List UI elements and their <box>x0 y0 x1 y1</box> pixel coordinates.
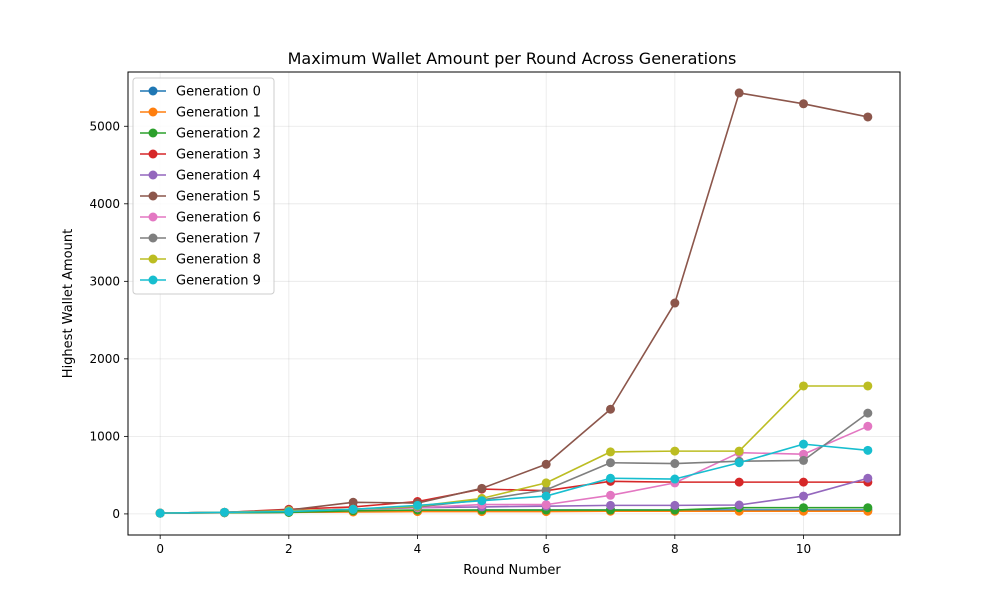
data-point <box>220 507 229 517</box>
y-axis-label: Highest Wallet Amount <box>61 229 76 378</box>
data-point <box>541 500 551 510</box>
grid <box>128 72 900 535</box>
legend-label: Generation 1 <box>176 106 261 121</box>
x-tick-label: 8 <box>671 542 679 556</box>
data-point <box>734 446 744 456</box>
data-point <box>477 496 487 506</box>
x-tick-label: 6 <box>542 542 550 556</box>
data-point <box>799 99 808 109</box>
x-tick-label: 10 <box>796 542 811 556</box>
chart-title: Maximum Wallet Amount per Round Across G… <box>288 49 737 68</box>
legend-marker <box>148 170 158 180</box>
legend-item: Generation 7 <box>140 232 261 247</box>
data-point <box>863 112 873 122</box>
series-9 <box>155 439 873 518</box>
x-axis-label: Round Number <box>463 563 561 578</box>
legend-label: Generation 7 <box>176 232 261 247</box>
data-point <box>863 445 873 455</box>
data-point <box>606 473 615 483</box>
legend-marker <box>148 275 158 285</box>
data-point <box>799 449 808 459</box>
legend: Generation 0 Generation 1 Generation 2 Gene… <box>132 77 275 295</box>
legend-marker <box>148 233 158 243</box>
data-point <box>541 459 551 469</box>
legend-item: Generation 1 <box>140 106 261 121</box>
data-point <box>670 474 680 484</box>
legend-marker <box>148 254 158 264</box>
legend-item: Generation 8 <box>140 253 261 268</box>
legend-marker <box>148 86 158 96</box>
legend-item: Generation 6 <box>140 211 261 226</box>
data-point <box>541 478 551 488</box>
data-point <box>799 455 808 465</box>
data-point <box>670 446 680 456</box>
data-point <box>348 504 358 514</box>
data-point <box>670 298 680 308</box>
data-point <box>413 500 422 510</box>
data-point <box>863 408 873 418</box>
data-point <box>863 473 873 483</box>
y-tick-label: 2000 <box>89 352 120 366</box>
data-point <box>541 491 551 501</box>
legend-label: Generation 4 <box>176 169 261 184</box>
data-point <box>799 503 808 513</box>
legend-marker <box>148 191 158 201</box>
y-tick-label: 3000 <box>89 274 120 288</box>
legend-label: Generation 8 <box>176 253 261 268</box>
data-point <box>799 491 808 501</box>
data-point <box>734 88 744 98</box>
data-point <box>734 477 744 487</box>
data-point <box>606 490 615 500</box>
legend-label: Generation 0 <box>176 85 261 100</box>
x-tick-label: 0 <box>156 542 164 556</box>
data-point <box>670 459 680 469</box>
legend-label: Generation 3 <box>176 148 261 163</box>
data-point <box>863 421 873 431</box>
legend-item: Generation 9 <box>140 274 261 289</box>
legend-marker <box>148 149 158 159</box>
data-point <box>477 483 487 493</box>
legend-label: Generation 6 <box>176 211 261 226</box>
data-point <box>606 458 615 468</box>
data-point <box>606 404 615 414</box>
series-layer <box>155 88 873 518</box>
series-line <box>160 443 868 514</box>
data-point <box>606 500 615 510</box>
data-point <box>734 500 744 510</box>
legend-label: Generation 2 <box>176 127 261 142</box>
data-point <box>863 503 873 513</box>
y-tick-label: 4000 <box>89 197 120 211</box>
x-tick-label: 4 <box>414 542 422 556</box>
y-tick-label: 0 <box>112 507 120 521</box>
data-point <box>799 477 808 487</box>
axes: 0 2 4 6 8 10 0 1000 2000 3000 4000 5000 <box>89 119 811 556</box>
x-tick-label: 2 <box>285 542 293 556</box>
y-tick-label: 1000 <box>89 429 120 443</box>
legend-item: Generation 4 <box>140 169 261 184</box>
data-point <box>799 381 808 391</box>
data-point <box>155 508 165 518</box>
legend-item: Generation 3 <box>140 148 261 163</box>
legend-marker <box>148 107 158 117</box>
data-point <box>670 500 680 510</box>
data-point <box>284 507 294 517</box>
data-point <box>348 497 358 507</box>
legend-label: Generation 5 <box>176 190 261 205</box>
y-tick-label: 5000 <box>89 119 120 133</box>
data-point <box>863 381 873 391</box>
legend-item: Generation 0 <box>140 85 261 100</box>
legend-item: Generation 5 <box>140 190 261 205</box>
plot-frame <box>127 71 901 536</box>
legend-box <box>132 77 275 295</box>
legend-marker <box>148 128 158 138</box>
data-point <box>799 439 808 449</box>
data-point <box>606 447 615 457</box>
data-point <box>734 458 744 468</box>
legend-item: Generation 2 <box>140 127 261 142</box>
legend-label: Generation 9 <box>176 274 261 289</box>
data-point <box>541 485 551 495</box>
legend-marker <box>148 212 158 222</box>
